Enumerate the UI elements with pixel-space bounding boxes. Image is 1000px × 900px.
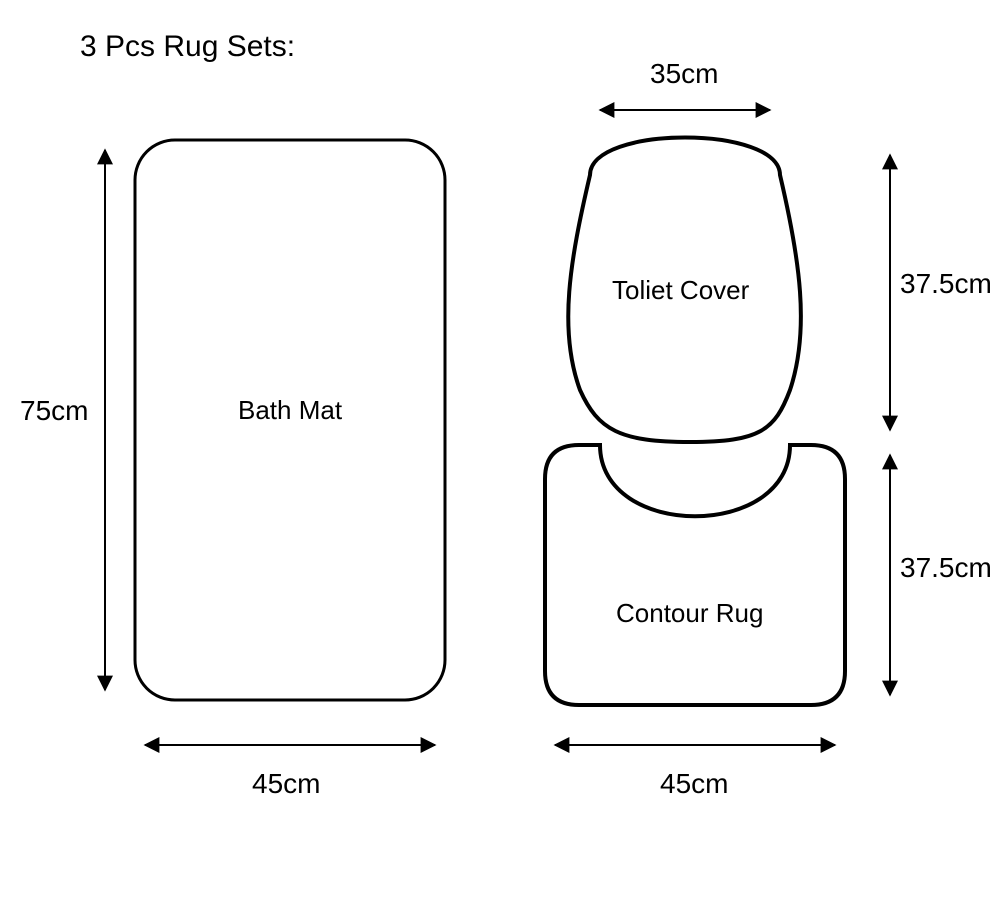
- bath-mat-label: Bath Mat: [238, 395, 342, 426]
- bath-mat-width-dim: 45cm: [252, 768, 320, 800]
- toilet-cover-label: Toliet Cover: [612, 275, 749, 306]
- bath-mat-height-dim: 75cm: [20, 395, 88, 427]
- contour-rug-label: Contour Rug: [616, 598, 763, 629]
- dimension-layer: [0, 0, 1000, 900]
- toilet-cover-height-dim: 37.5cm: [900, 268, 992, 300]
- contour-rug-height-dim: 37.5cm: [900, 552, 992, 584]
- contour-rug-width-dim: 45cm: [660, 768, 728, 800]
- diagram-stage: 3 Pcs Rug Sets: Bath Mat T: [0, 0, 1000, 900]
- toilet-cover-width-dim: 35cm: [650, 58, 718, 90]
